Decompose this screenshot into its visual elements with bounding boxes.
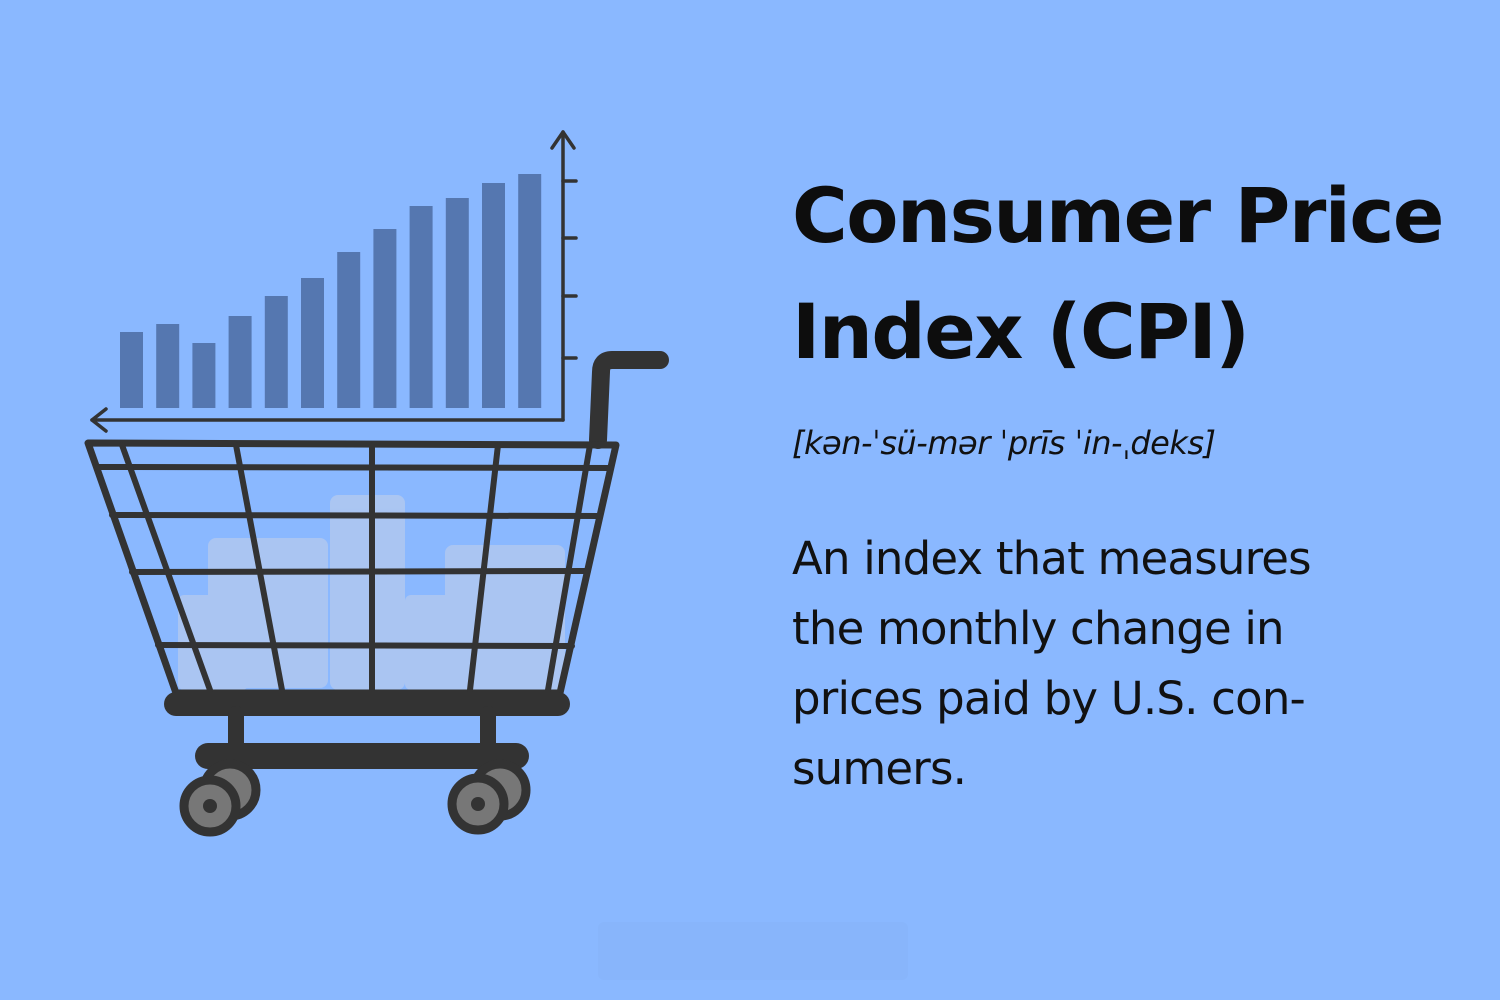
chart-bar <box>192 343 216 408</box>
basket-item <box>445 545 565 690</box>
cart-wheels <box>179 759 531 837</box>
shopping-cart-icon <box>84 351 669 769</box>
cpi-bar-chart <box>120 174 542 408</box>
definition-line: the monthly change in <box>792 602 1285 655</box>
definition-line: sumers. <box>792 742 967 795</box>
chart-bar <box>445 198 469 408</box>
definition-line: An index that measures <box>792 532 1312 585</box>
chart-bar <box>518 174 542 408</box>
chart-bar <box>409 206 433 408</box>
arrow-left-icon <box>90 407 565 433</box>
arrow-up-icon <box>550 130 578 422</box>
definition-line: prices paid by U.S. con- <box>792 672 1306 725</box>
wheel-hub <box>203 799 217 813</box>
chart-bar <box>156 324 180 408</box>
chart-bar <box>264 296 288 408</box>
title-line: Index (CPI) <box>792 287 1250 376</box>
chart-bar <box>373 229 397 408</box>
chart-bar <box>120 332 143 408</box>
basket-item <box>330 495 405 690</box>
footer-watermark <box>598 922 908 980</box>
chart-bar <box>228 316 252 408</box>
definition-text: An index that measures the monthly chang… <box>792 524 1432 804</box>
pronunciation: [kən-ˈsü-mər ˈprīs ˈin-ˌdeks] <box>792 424 1216 462</box>
chart-bar <box>337 252 361 408</box>
chart-bar <box>482 183 505 408</box>
cart-chart-illustration <box>84 130 669 837</box>
title-line: Consumer Price <box>792 171 1444 260</box>
page-title: Consumer Price Index (CPI) <box>792 158 1482 390</box>
wheel-hub <box>471 797 485 811</box>
chart-bar <box>301 278 324 408</box>
basket-items <box>178 495 565 690</box>
